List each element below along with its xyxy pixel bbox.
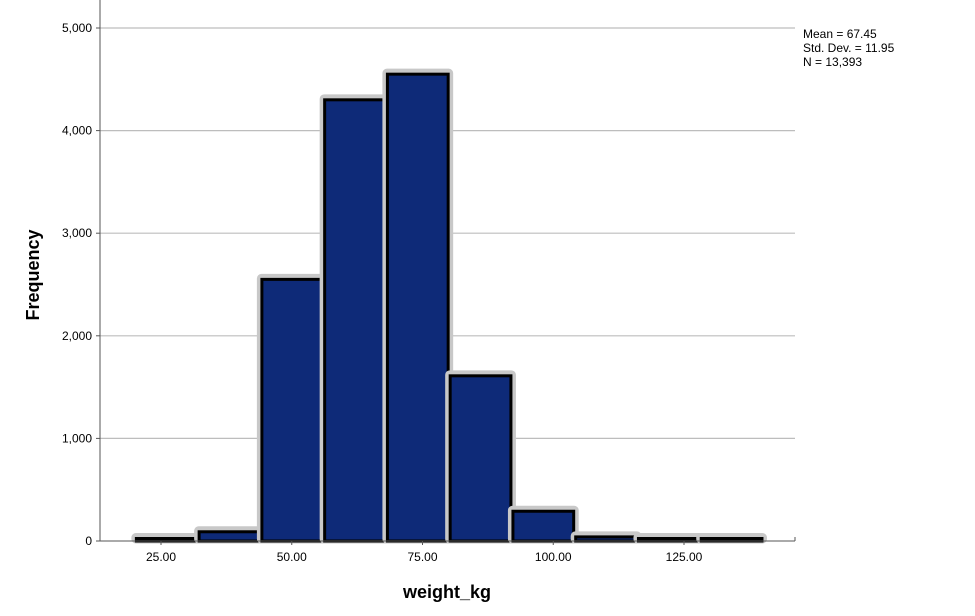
- x-axis-title: weight_kg: [402, 582, 491, 602]
- stats-mean: Mean = 67.45: [803, 27, 877, 41]
- histogram-bar: [260, 277, 325, 543]
- axes: [96, 0, 796, 545]
- histogram-bar: [448, 374, 513, 543]
- histogram-bar: [323, 98, 387, 543]
- histogram-bar: [511, 509, 576, 543]
- stats-std-dev: Std. Dev. = 11.95: [803, 41, 895, 55]
- x-tick-label: 100.00: [535, 550, 572, 564]
- histogram-bar: [385, 72, 450, 543]
- y-tick-label: 4,000: [62, 124, 92, 138]
- stats-box: Mean = 67.45 Std. Dev. = 11.95 N = 13,39…: [803, 27, 895, 69]
- y-tick-label: 5,000: [62, 21, 92, 35]
- histogram-bars: [131, 68, 767, 544]
- tick-labels: 0 1,000 2,000 3,000 4,000 5,000 25.00 50.00 75.0…: [62, 21, 703, 564]
- y-tick-label: 0: [85, 534, 92, 548]
- stats-n: N = 13,393: [803, 55, 862, 69]
- histogram-bar: [574, 535, 638, 543]
- x-tick-label: 50.00: [277, 550, 307, 564]
- y-axis-title: Frequency: [23, 229, 43, 320]
- histogram-bar: [197, 530, 262, 543]
- x-tick-label: 75.00: [407, 550, 437, 564]
- y-tick-label: 3,000: [62, 226, 92, 240]
- x-tick-label: 125.00: [666, 550, 703, 564]
- y-tick-label: 1,000: [62, 431, 92, 445]
- x-tick-label: 25.00: [146, 550, 176, 564]
- y-tick-label: 2,000: [62, 329, 92, 343]
